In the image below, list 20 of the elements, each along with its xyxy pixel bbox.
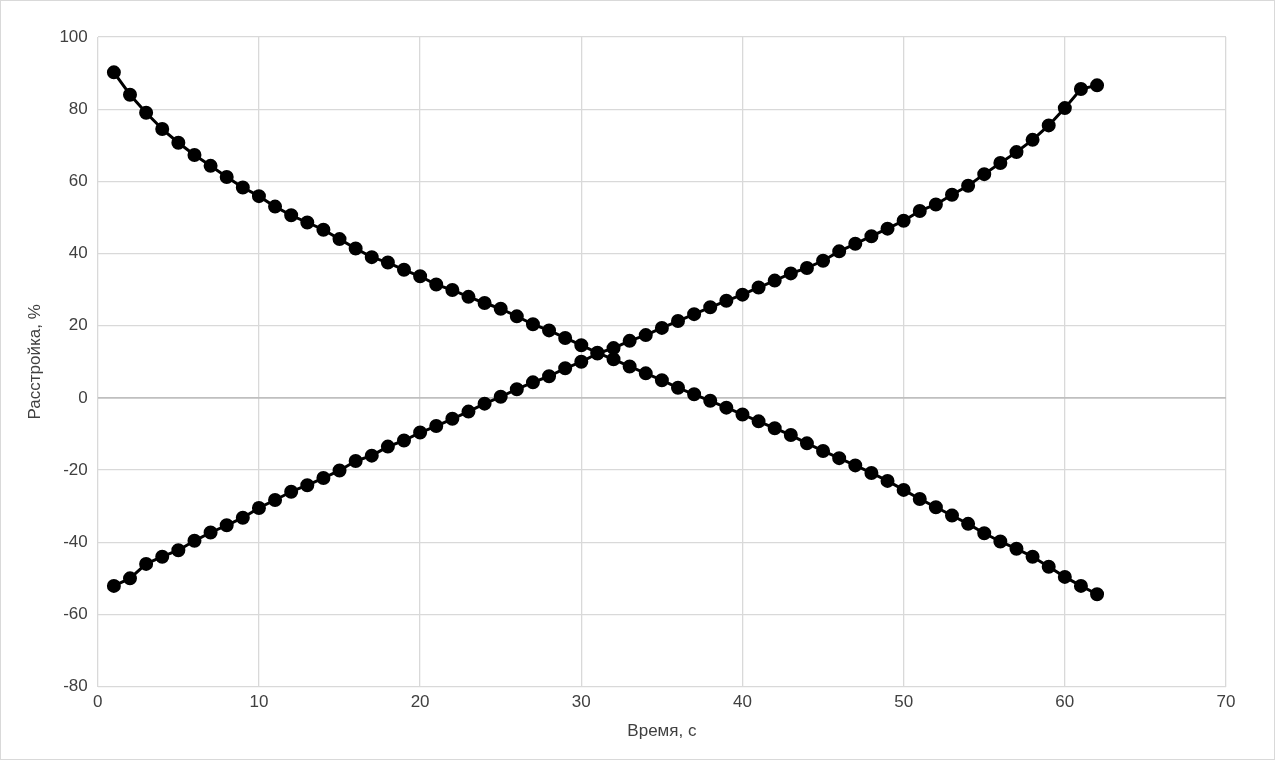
y-tick-label: 60 (68, 171, 88, 191)
x-tick-label: 40 (733, 692, 752, 712)
x-tick-label: 50 (894, 692, 914, 712)
y-tick-label: 80 (68, 98, 88, 118)
y-tick-label: -60 (63, 604, 88, 624)
x-tick-label: 60 (1055, 692, 1075, 712)
x-tick-label: 10 (249, 692, 269, 712)
y-tick-label: 100 (59, 26, 88, 46)
x-tick-label: 70 (1216, 692, 1236, 712)
x-tick-label: 0 (93, 692, 103, 712)
y-tick-label: 40 (68, 243, 88, 263)
y-tick-label: -80 (63, 676, 88, 696)
x-tick-label: 20 (410, 692, 430, 712)
y-tick-label: -40 (63, 531, 88, 551)
y-tick-label: 0 (78, 387, 88, 407)
x-tick-label: 30 (571, 692, 591, 712)
y-axis-title: Расстройка, % (24, 304, 44, 420)
y-tick-label: 20 (68, 315, 88, 335)
x-axis-title: Время, с (627, 720, 697, 740)
y-tick-label: -20 (63, 459, 88, 479)
